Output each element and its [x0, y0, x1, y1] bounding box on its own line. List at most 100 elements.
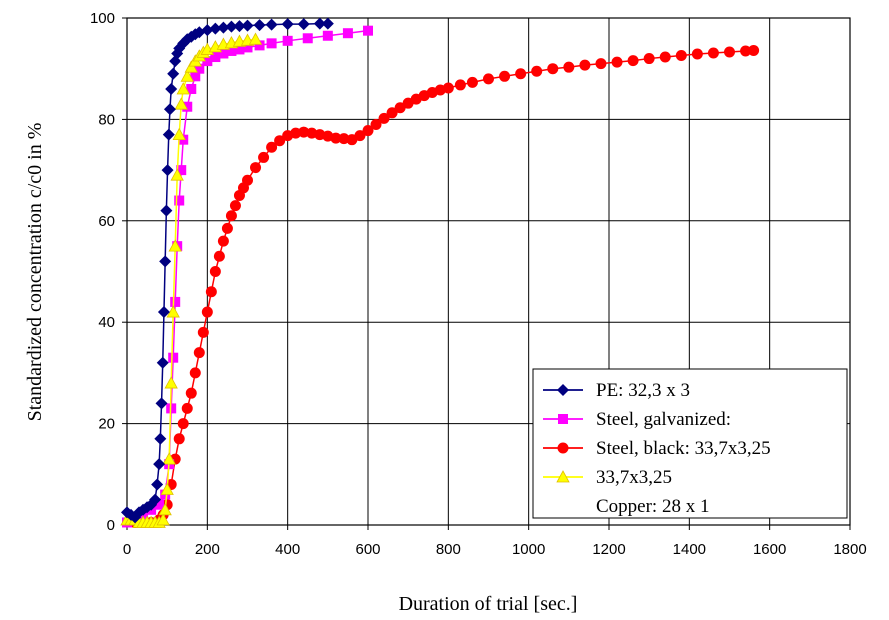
data-point — [313, 17, 326, 30]
data-point — [531, 65, 543, 77]
data-point — [740, 45, 752, 57]
data-point — [234, 44, 245, 55]
legend: PE: 32,3 x 3 Steel, galvanized: Steel, bla… — [532, 368, 848, 519]
data-point — [158, 502, 172, 516]
data-point — [290, 127, 302, 139]
data-point — [363, 25, 373, 36]
x-tick-label: 600 — [355, 541, 380, 558]
data-point — [160, 204, 173, 217]
data-point — [170, 168, 184, 181]
x-axis-title: Duration of trial [sec.] — [399, 593, 578, 615]
data-point — [579, 59, 591, 71]
y-tick-label: 0 — [107, 517, 115, 534]
y-tick-label: 100 — [90, 10, 115, 27]
data-point — [233, 20, 246, 33]
data-point — [266, 38, 277, 49]
data-point — [217, 21, 230, 34]
legend-entry-0: PE: 32,3 x 3 — [543, 380, 690, 401]
y-axis-title: Standardized concentration c/c0 in % — [24, 123, 46, 422]
legend-box — [532, 368, 848, 519]
data-point — [154, 499, 165, 510]
data-point — [483, 73, 494, 85]
data-point — [378, 112, 390, 124]
series-0 — [121, 17, 334, 524]
data-point — [155, 397, 168, 410]
data-point — [248, 32, 263, 45]
data-point — [258, 151, 270, 163]
x-tick-label: 1600 — [753, 541, 786, 558]
data-point — [201, 24, 214, 37]
legend-swatch-marker — [558, 414, 568, 424]
data-point — [675, 50, 687, 62]
data-point — [209, 22, 222, 35]
data-point — [370, 118, 382, 130]
data-point — [547, 63, 559, 75]
data-point — [194, 63, 205, 74]
data-point — [202, 56, 213, 67]
data-point — [691, 48, 703, 60]
data-point — [595, 58, 607, 70]
data-point — [226, 45, 237, 56]
data-point — [302, 33, 313, 44]
legend-entry-2: Steel, black: 33,7x3,25 — [543, 438, 771, 459]
data-point — [724, 46, 735, 58]
data-point — [217, 235, 229, 247]
data-point — [298, 126, 310, 138]
data-point — [185, 30, 198, 43]
series-line — [126, 29, 369, 524]
series-layer — [120, 17, 760, 528]
legend-label: Steel, galvanized: — [596, 409, 731, 430]
series-line — [126, 22, 328, 519]
data-point — [297, 18, 310, 31]
data-point — [201, 306, 213, 318]
legend-label: PE: 32,3 x 3 — [596, 380, 690, 401]
series-3 — [120, 32, 263, 528]
y-tick-label: 60 — [98, 213, 115, 230]
data-point — [659, 51, 671, 63]
plot-area-frame — [126, 17, 851, 526]
data-point — [173, 433, 185, 445]
data-point — [266, 141, 278, 153]
data-point — [186, 83, 197, 94]
legend-entry-4: Copper: 28 x 1 — [596, 496, 709, 517]
data-point — [250, 162, 262, 174]
data-point — [282, 35, 293, 46]
data-point — [499, 70, 511, 82]
legend-label: 33,7x3,25 — [596, 467, 672, 488]
data-point — [221, 222, 233, 234]
data-point — [176, 82, 190, 95]
data-point — [151, 478, 164, 491]
data-point — [748, 44, 760, 56]
legend-entry-1: Steel, galvanized: — [543, 409, 731, 430]
data-point — [193, 347, 205, 359]
data-point — [180, 69, 194, 82]
y-tick-label: 80 — [98, 111, 115, 128]
data-point — [322, 30, 333, 41]
data-point — [707, 47, 719, 59]
data-point — [225, 210, 237, 222]
data-point — [166, 305, 180, 318]
data-point — [156, 513, 170, 526]
x-tick-label: 1200 — [592, 541, 625, 558]
data-point — [184, 60, 198, 73]
x-tick-label: 200 — [195, 541, 220, 558]
data-point — [181, 402, 193, 414]
data-point — [218, 48, 229, 59]
data-point — [161, 164, 174, 177]
data-point — [174, 97, 188, 110]
data-point — [164, 376, 178, 389]
legend-swatch-marker — [557, 442, 569, 454]
data-point — [242, 174, 253, 186]
data-point — [165, 82, 178, 95]
data-point — [154, 432, 167, 445]
data-point — [190, 71, 201, 82]
data-point — [170, 296, 181, 307]
data-point — [611, 56, 623, 68]
data-point — [149, 493, 162, 506]
series-line — [127, 38, 256, 524]
data-point — [254, 40, 265, 51]
y-tick-label: 40 — [98, 314, 115, 331]
data-point — [176, 165, 187, 176]
data-point — [156, 356, 169, 369]
